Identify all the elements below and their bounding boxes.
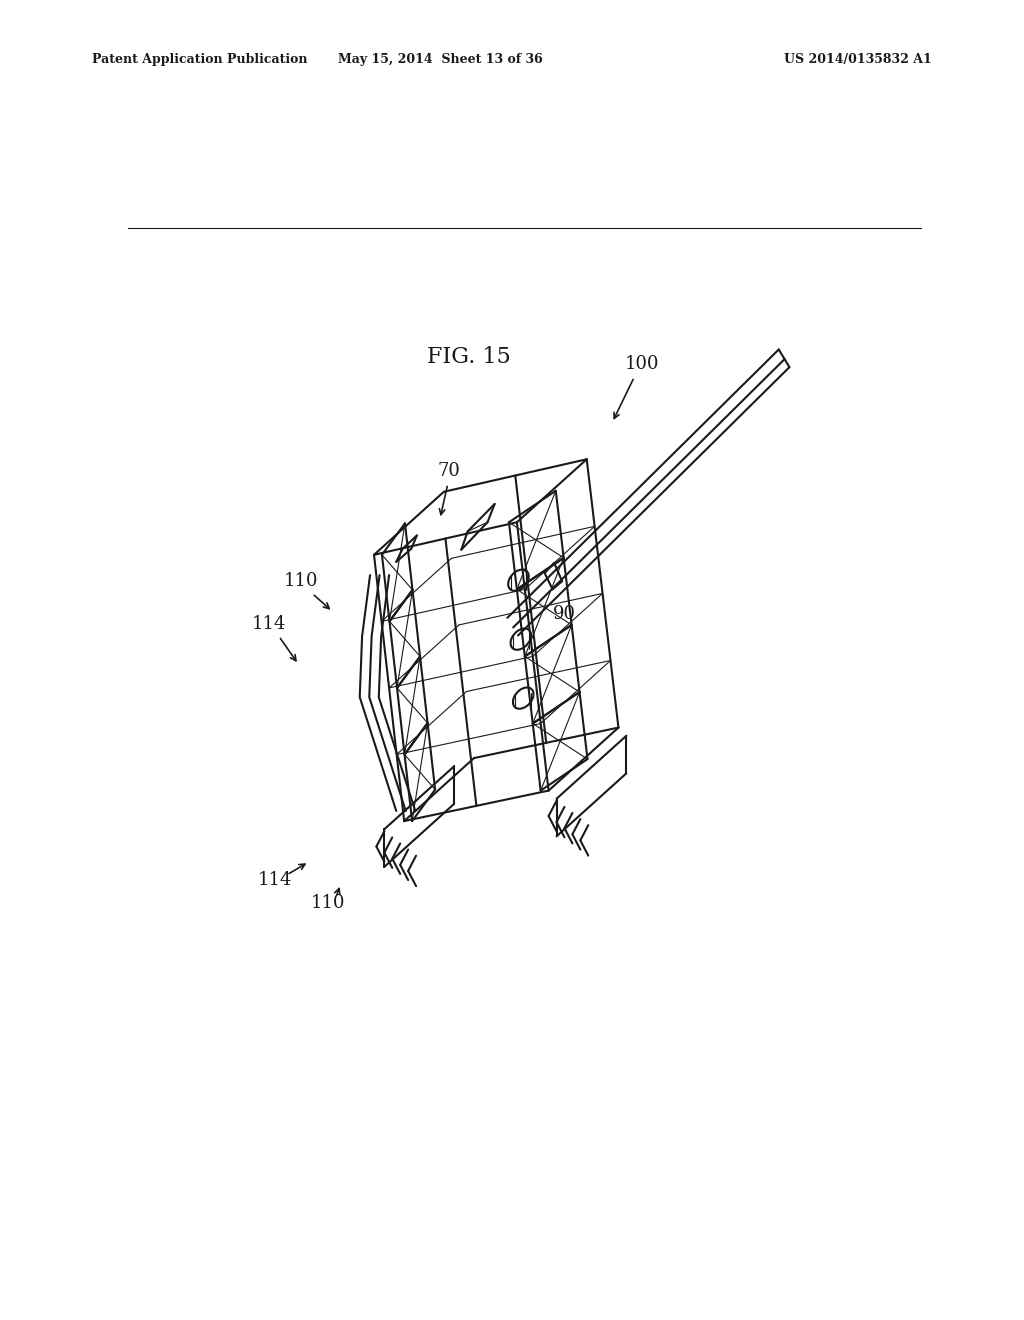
Text: 110: 110 — [284, 573, 318, 590]
Text: May 15, 2014  Sheet 13 of 36: May 15, 2014 Sheet 13 of 36 — [338, 53, 543, 66]
Text: 110: 110 — [310, 895, 345, 912]
Text: US 2014/0135832 A1: US 2014/0135832 A1 — [784, 53, 932, 66]
Text: FIG. 15: FIG. 15 — [427, 346, 511, 367]
Text: 114: 114 — [258, 871, 292, 890]
Text: 100: 100 — [625, 355, 659, 372]
Text: 90: 90 — [553, 605, 575, 623]
Text: 70: 70 — [438, 462, 461, 480]
Text: 114: 114 — [252, 615, 287, 632]
Text: Patent Application Publication: Patent Application Publication — [92, 53, 307, 66]
